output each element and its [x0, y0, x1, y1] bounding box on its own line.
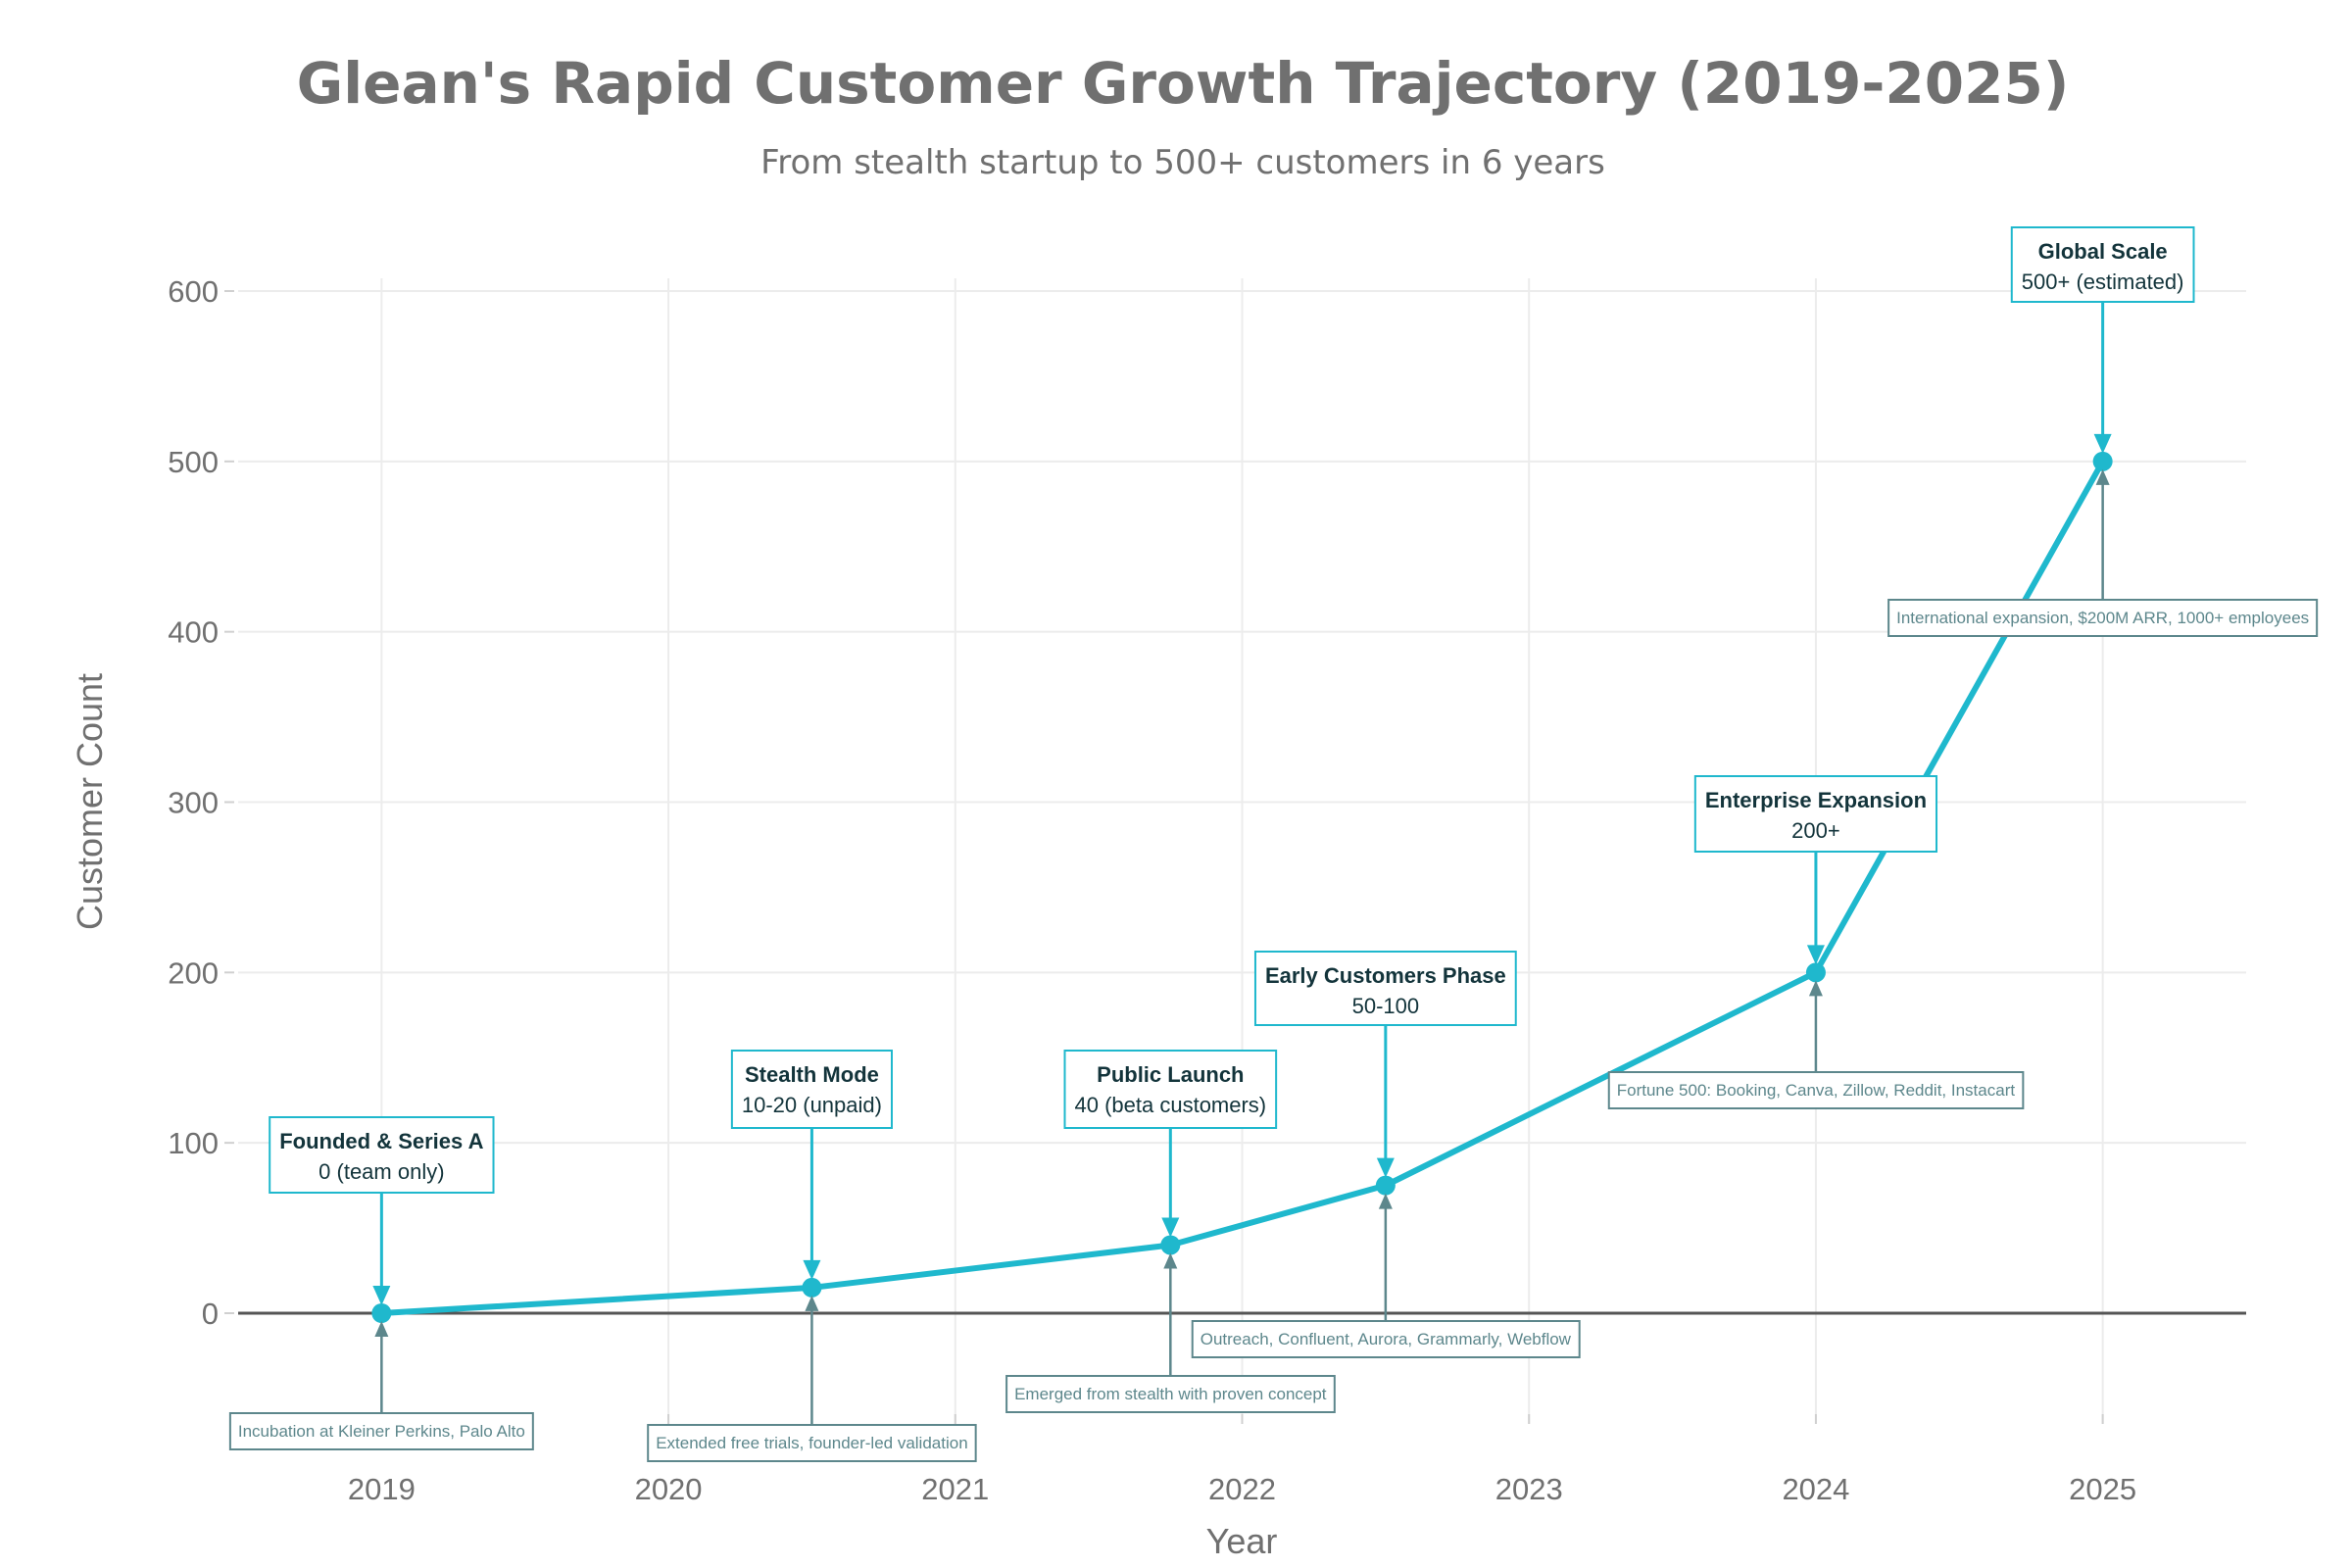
x-tick-label: 2020: [635, 1472, 703, 1506]
note-arrow-head-icon: [805, 1295, 819, 1311]
phase-box: [730, 1050, 893, 1129]
note-box: [228, 1412, 534, 1450]
annotation-phase: Global Scale 500+ (estimated): [2010, 226, 2195, 454]
note-box: [1887, 599, 2319, 637]
phase-arrow-head-icon: [2093, 433, 2112, 454]
phase-value: 40 (beta customers): [1075, 1093, 1267, 1117]
series-line: [381, 460, 2106, 1316]
phase-title: Enterprise Expansion: [1705, 788, 1927, 812]
y-tick-label: 300: [168, 786, 219, 820]
phase-value: 50-100: [1352, 994, 1420, 1018]
phase-box: [1693, 775, 1938, 853]
phase-arrow-head-icon: [1376, 1157, 1395, 1178]
note-text: International expansion, $200M ARR, 1000…: [1896, 609, 2309, 627]
phase-box: [269, 1116, 495, 1194]
phase-value: 200+: [1791, 818, 1840, 843]
annotation-phase: Founded & Series A 0 (team only): [269, 1116, 495, 1305]
x-tick-label: 2023: [1495, 1472, 1563, 1506]
phase-value: 500+ (estimated): [2022, 270, 2184, 294]
data-point: [2092, 451, 2113, 471]
chart-subtitle: From stealth startup to 500+ customers i…: [760, 143, 1605, 182]
phase-arrow-head-icon: [1161, 1217, 1180, 1238]
note-text: Emerged from stealth with proven concept: [1014, 1385, 1327, 1403]
y-axis-title: Customer Count: [70, 673, 110, 930]
data-point: [371, 1303, 392, 1323]
annotations: Incubation at Kleiner Perkins, Palo Alto…: [228, 226, 2319, 1462]
x-tick-label: 2021: [921, 1472, 989, 1506]
y-tick-label: 600: [168, 274, 219, 309]
annotation-note: Emerged from stealth with proven concept: [1005, 1252, 1336, 1413]
grid: [238, 278, 2246, 1424]
phase-arrow-head-icon: [1806, 945, 1825, 965]
annotation-phase: Early Customers Phase 50-100: [1253, 951, 1517, 1178]
phase-arrow-head-icon: [803, 1259, 821, 1280]
note-arrow-head-icon: [2095, 468, 2110, 485]
data-point: [802, 1277, 822, 1298]
note-text: Outreach, Confluent, Aurora, Grammarly, …: [1200, 1330, 1572, 1348]
note-box: [1191, 1320, 1581, 1358]
y-tick-label: 200: [168, 956, 219, 990]
x-tick-label: 2019: [348, 1472, 416, 1506]
phase-title: Founded & Series A: [279, 1129, 483, 1153]
note-arrow-head-icon: [1808, 980, 1823, 997]
note-text: Incubation at Kleiner Perkins, Palo Alto: [238, 1422, 525, 1441]
x-axis: 2019 2020 2021 2022 2023 2024 2025: [348, 1414, 2136, 1506]
phase-box: [2010, 226, 2195, 303]
note-arrow-head-icon: [1378, 1193, 1393, 1209]
x-tick-label: 2024: [1782, 1472, 1849, 1506]
note-text: Extended free trials, founder-led valida…: [656, 1434, 967, 1452]
y-tick-label: 500: [168, 445, 219, 479]
annotation-note: Outreach, Confluent, Aurora, Grammarly, …: [1191, 1193, 1581, 1358]
series: [371, 451, 2113, 1323]
chart-title: Glean's Rapid Customer Growth Trajectory…: [297, 50, 2070, 117]
annotation-note: International expansion, $200M ARR, 1000…: [1887, 468, 2319, 637]
note-arrow-head-icon: [374, 1321, 389, 1337]
phase-arrow-head-icon: [372, 1286, 391, 1305]
phase-box: [1253, 951, 1517, 1026]
phase-title: Early Customers Phase: [1265, 963, 1506, 988]
annotation-note: Fortune 500: Booking, Canva, Zillow, Red…: [1607, 980, 2025, 1109]
annotation-phase: Enterprise Expansion 200+: [1693, 775, 1938, 965]
phase-title: Stealth Mode: [745, 1062, 879, 1087]
x-tick-label: 2025: [2069, 1472, 2136, 1506]
y-tick-label: 100: [168, 1126, 219, 1160]
annotation-phase: Public Launch 40 (beta customers): [1063, 1050, 1278, 1238]
note-arrow-head-icon: [1163, 1252, 1178, 1269]
y-tick-label: 0: [202, 1297, 219, 1331]
phase-value: 10-20 (unpaid): [742, 1093, 882, 1117]
phase-title: Global Scale: [2038, 239, 2168, 264]
annotation-note: Incubation at Kleiner Perkins, Palo Alto: [228, 1321, 534, 1450]
phase-title: Public Launch: [1097, 1062, 1244, 1087]
note-text: Fortune 500: Booking, Canva, Zillow, Red…: [1617, 1081, 2016, 1100]
data-point: [1375, 1175, 1396, 1196]
data-point: [1160, 1235, 1181, 1255]
annotation-note: Extended free trials, founder-led valida…: [647, 1295, 977, 1462]
x-tick-label: 2022: [1208, 1472, 1276, 1506]
y-axis: 0 100 200 300 400 500 600: [168, 274, 234, 1331]
x-axis-title: Year: [1206, 1521, 1278, 1561]
y-tick-label: 400: [168, 615, 219, 650]
data-point: [1805, 962, 1826, 983]
phase-value: 0 (team only): [318, 1159, 444, 1184]
note-box: [1607, 1071, 2025, 1109]
phase-box: [1063, 1050, 1278, 1129]
note-box: [1005, 1375, 1336, 1413]
annotation-phase: Stealth Mode 10-20 (unpaid): [730, 1050, 893, 1280]
note-box: [647, 1424, 977, 1462]
